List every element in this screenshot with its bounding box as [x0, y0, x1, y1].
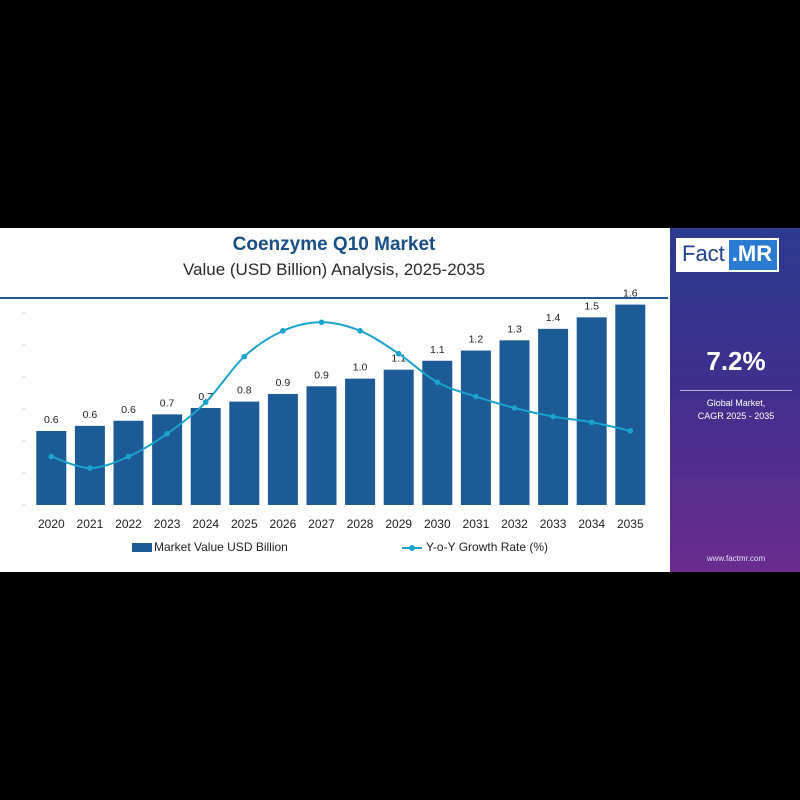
website-text: www.factmr.com	[706, 554, 766, 563]
growth-point-2030	[434, 379, 441, 386]
logo-text-mr: .MR	[728, 240, 778, 270]
x-axis-label-2033: 2033	[540, 517, 567, 531]
x-axis-label-2026: 2026	[270, 517, 297, 531]
x-axis-label-2031: 2031	[463, 517, 490, 531]
legend-item-growth-rate: Y-o-Y Growth Rate (%)	[402, 540, 548, 554]
bar-2020	[36, 430, 67, 505]
legend-bar-swatch	[132, 542, 152, 552]
bar-2031	[460, 350, 491, 505]
growth-point-2028	[357, 328, 363, 334]
x-axis-label-2035: 2035	[617, 517, 644, 531]
bar-2032	[499, 340, 530, 505]
cagr-label-line2: CAGR 2025 - 2035	[697, 411, 775, 421]
x-axis-label-2030: 2030	[424, 517, 451, 531]
bar-value-label-2027: 0.9	[314, 369, 329, 381]
chart-panel: Coenzyme Q10 Market Value (USD Billion) …	[0, 228, 668, 572]
bar-2035	[615, 304, 646, 505]
bar-2026	[267, 393, 298, 505]
bar-value-label-2028: 1.0	[353, 362, 368, 374]
x-axis-label-2022: 2022	[115, 517, 142, 531]
bar-value-label-2035: 1.6	[623, 288, 638, 300]
bar-value-label-2032: 1.3	[507, 323, 522, 335]
cagr-value: 7.2%	[706, 346, 766, 376]
growth-point-2024	[202, 399, 209, 406]
legend-bar-label: Market Value USD Billion	[154, 540, 288, 554]
bar-value-label-2025: 0.8	[237, 385, 252, 397]
cagr-side-panel: Fact .MR 7.2% Global Market, CAGR 2025 -…	[668, 228, 800, 572]
growth-point-2022	[125, 453, 132, 460]
x-axis-label-2032: 2032	[501, 517, 528, 531]
bar-value-label-2020: 0.6	[44, 414, 59, 426]
x-axis-label-2021: 2021	[77, 517, 104, 531]
bar-value-label-2026: 0.9	[276, 377, 291, 389]
logo-text-fact: Fact	[678, 240, 729, 270]
bar-value-label-2031: 1.2	[469, 334, 484, 346]
x-axis-label-2034: 2034	[578, 517, 605, 531]
growth-point-2035	[627, 428, 634, 434]
bar-2028	[345, 378, 376, 505]
legend-item-market-value: Market Value USD Billion	[132, 540, 288, 554]
bar-2022	[113, 420, 144, 505]
bar-value-label-2034: 1.5	[584, 300, 599, 312]
cagr-label-line1: Global Market,	[706, 398, 766, 408]
bar-2024	[190, 407, 221, 505]
y-axis-ticks	[22, 312, 26, 506]
bar-value-label-2033: 1.4	[546, 312, 561, 324]
growth-point-2026	[280, 328, 286, 334]
growth-point-2033	[550, 413, 556, 420]
chart-subtitle: Value (USD Billion) Analysis, 2025-2035	[182, 260, 486, 279]
growth-point-2032	[511, 405, 518, 411]
chart-title: Coenzyme Q10 Market	[232, 234, 436, 255]
growth-point-2031	[473, 393, 479, 400]
growth-point-2029	[395, 350, 402, 357]
bar-2023	[152, 414, 183, 505]
x-axis-labels: 2020 2021 2022 2023 2024 2025 2026 2027 2028 2029…	[38, 517, 644, 531]
title-divider	[0, 297, 668, 299]
growth-point-2020	[48, 453, 55, 460]
x-axis-label-2025: 2025	[231, 517, 258, 531]
bar-value-label-2021: 0.6	[83, 409, 98, 421]
bar-2029	[383, 369, 414, 505]
growth-point-2021	[87, 465, 93, 471]
x-axis-label-2029: 2029	[385, 517, 412, 531]
bar-value-label-2022: 0.6	[121, 404, 136, 416]
bar-series	[36, 304, 646, 505]
bar-value-label-2030: 1.1	[430, 344, 445, 356]
legend-line-swatch	[402, 543, 422, 552]
chart-legend: Market Value USD Billion Y-o-Y Growth Ra…	[0, 540, 668, 560]
growth-line-series	[48, 319, 634, 471]
growth-point-2025	[241, 353, 248, 360]
cagr-divider	[680, 390, 792, 391]
x-axis-label-2023: 2023	[154, 517, 181, 531]
x-axis-label-2020: 2020	[38, 517, 65, 531]
bar-2027	[306, 386, 337, 505]
x-axis-label-2028: 2028	[347, 517, 374, 531]
x-axis-label-2024: 2024	[192, 517, 219, 531]
x-axis-label-2027: 2027	[308, 517, 335, 531]
growth-point-2034	[588, 419, 595, 426]
growth-point-2023	[164, 430, 170, 437]
bar-value-label-2023: 0.7	[160, 397, 175, 409]
infographic-card: Coenzyme Q10 Market Value (USD Billion) …	[0, 228, 800, 572]
growth-point-2027	[318, 319, 325, 326]
growth-rate-line	[50, 321, 631, 470]
bar-2034	[576, 317, 607, 505]
bar-2025	[229, 401, 260, 505]
bar-value-label-2024: 0.7	[198, 391, 213, 403]
factmr-logo: Fact .MR	[676, 238, 780, 272]
legend-line-label: Y-o-Y Growth Rate (%)	[426, 540, 549, 554]
chart-plot: 0.6 0.6 0.60.70.70.80.90.91.01.11.11.21.31…	[22, 288, 646, 531]
